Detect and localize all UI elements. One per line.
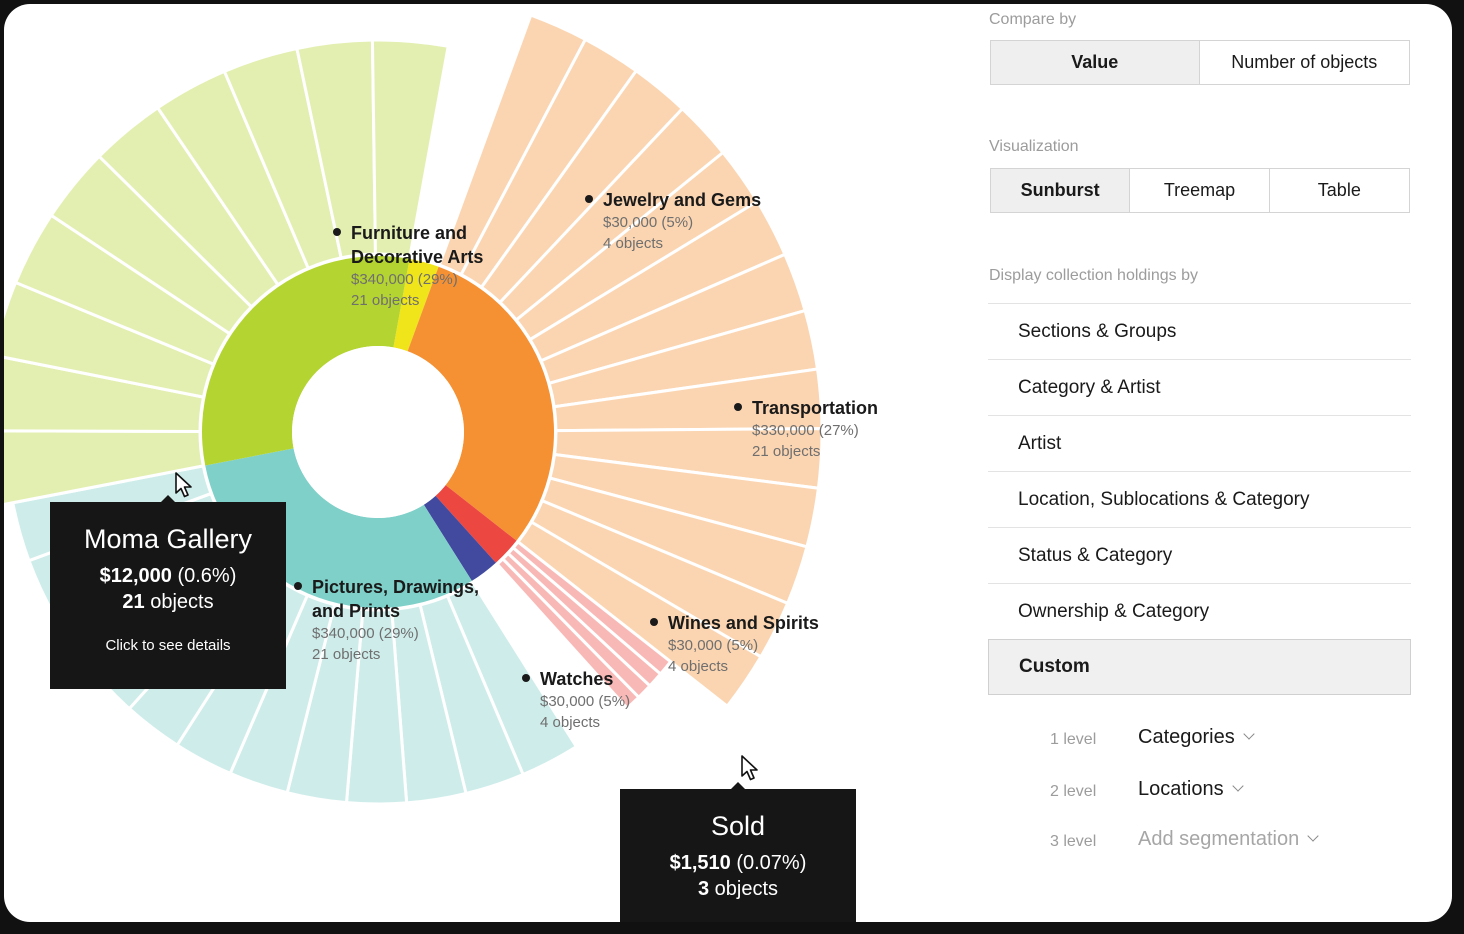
bullet-icon (522, 674, 530, 682)
level-select-categories[interactable]: Categories (1138, 726, 1255, 749)
segment-count: 21 objects (752, 443, 821, 460)
segment-name: Furniture and Decorative Arts (351, 223, 484, 267)
tooltip-value-amount: $1,510 (669, 852, 731, 874)
chevron-down-icon (1307, 830, 1319, 842)
tooltip-count: 3 objects (620, 876, 856, 902)
segment-count: 4 objects (668, 658, 729, 675)
holdings-ownership-category[interactable]: Ownership & Category (988, 583, 1411, 639)
tooltip-moma-gallery[interactable]: Moma Gallery $12,000 (0.6%) 21 objects C… (50, 495, 286, 689)
tooltip-count-unit: objects (144, 591, 214, 613)
bullet-icon (333, 228, 341, 236)
segment-label-pictures: Pictures, Drawings, and Prints $340,000 … (294, 575, 480, 665)
viz-sunburst-button[interactable]: Sunburst (991, 169, 1131, 212)
tooltip-title: Sold (710, 811, 766, 841)
level-value: Add segmentation (1138, 828, 1300, 850)
viz-table-button[interactable]: Table (1317, 180, 1361, 200)
segment-count: 4 objects (603, 235, 664, 252)
tooltip-count: 21 objects (50, 589, 286, 615)
center-hole (292, 346, 464, 518)
compare-value-button[interactable]: Value (991, 41, 1200, 84)
segment-label-wines: Wines and Spirits $30,000 (5%) 4 objects (650, 611, 819, 677)
compare-objects-button[interactable]: Number of objects (1231, 52, 1378, 72)
segment-name: Jewelry and Gems (603, 190, 762, 210)
segment-name: Transportation (752, 398, 879, 418)
tooltip-count-number: 21 (122, 591, 145, 613)
sunburst-chart[interactable] (4, 4, 964, 922)
segment-label-transportation: Transportation $330,000 (27%) 21 objects (734, 396, 879, 462)
visualization-label: Visualization (989, 138, 1079, 155)
category-segment[interactable] (423, 495, 496, 581)
segment-value: $330,000 (27%) (752, 422, 859, 439)
segment-count: 21 objects (312, 646, 381, 663)
outer-ring-segment[interactable] (370, 38, 450, 259)
add-segmentation-select[interactable]: Add segmentation (1138, 828, 1319, 851)
holdings-list: Sections & Groups Category & Artist Arti… (988, 303, 1411, 695)
holdings-status-category[interactable]: Status & Category (988, 527, 1411, 583)
display-by-label: Display collection holdings by (989, 267, 1198, 284)
level-label: 3 level (1050, 833, 1097, 850)
level-row-1: 1 level Categories (988, 726, 1408, 756)
level-label: 2 level (1050, 783, 1097, 800)
level-value: Categories (1138, 726, 1235, 748)
level-value: Locations (1138, 778, 1224, 800)
segment-value: $30,000 (5%) (540, 693, 631, 710)
visualization-toggle: Sunburst Treemap Table (990, 168, 1410, 213)
level-select-locations[interactable]: Locations (1138, 778, 1244, 801)
segment-label-furniture: Furniture and Decorative Arts $340,000 (… (333, 221, 484, 311)
segment-value: $340,000 (29%) (351, 271, 458, 288)
segment-name: Wines and Spirits (668, 613, 819, 633)
tooltip-count-number: 3 (697, 878, 710, 900)
tooltip-value-amount: $12,000 (99, 565, 172, 587)
holdings-custom[interactable]: Custom (988, 639, 1411, 695)
segment-label-jewelry: Jewelry and Gems $30,000 (5%) 4 objects (585, 188, 762, 254)
tooltip-title: Moma Gallery (83, 524, 253, 554)
tooltip-value-percent: (0.07%) (730, 852, 807, 874)
tooltip-count-unit: objects (709, 878, 779, 900)
segment-name: Pictures, Drawings, and Prints (312, 577, 480, 621)
tooltip-value: $1,510 (0.07%) (620, 850, 856, 876)
level-row-2: 2 level Locations (988, 778, 1408, 808)
tooltip-value: $12,000 (0.6%) (50, 563, 286, 589)
segment-value: $30,000 (5%) (668, 637, 759, 654)
segment-name: Watches (540, 669, 614, 689)
mouse-cursor-icon (741, 755, 758, 781)
bullet-icon (585, 195, 593, 203)
compare-by-label: Compare by (989, 11, 1077, 28)
holdings-artist[interactable]: Artist (988, 415, 1411, 471)
holdings-location-category[interactable]: Location, Sublocations & Category (988, 471, 1411, 527)
outer-ring-segment[interactable] (495, 556, 641, 711)
category-segment[interactable] (407, 266, 554, 541)
app-frame: Jewelry and Gems $30,000 (5%) 4 objects … (4, 4, 1452, 922)
level-row-3: 3 level Add segmentation (988, 828, 1408, 858)
category-segment[interactable] (202, 255, 410, 466)
segment-label-watches: Watches $30,000 (5%) 4 objects (522, 667, 631, 733)
holdings-sections-groups[interactable]: Sections & Groups (988, 303, 1411, 359)
compare-by-toggle: Value Number of objects (990, 40, 1410, 85)
chevron-down-icon (1231, 780, 1244, 792)
segment-value: $30,000 (5%) (603, 214, 694, 231)
level-label: 1 level (1050, 731, 1097, 748)
tooltip-value-percent: (0.6%) (171, 565, 237, 587)
segment-value: $340,000 (29%) (312, 625, 419, 642)
category-segment[interactable] (393, 258, 439, 352)
holdings-category-artist[interactable]: Category & Artist (988, 359, 1411, 415)
segment-count: 4 objects (540, 714, 601, 731)
tooltip-hint[interactable]: Click to see details (105, 637, 231, 654)
bullet-icon (650, 618, 658, 626)
bullet-icon (294, 582, 302, 590)
mouse-cursor-icon (175, 472, 192, 498)
segment-count: 21 objects (351, 292, 420, 309)
bullet-icon (734, 403, 742, 411)
chevron-down-icon (1243, 728, 1255, 740)
viz-treemap-button[interactable]: Treemap (1130, 169, 1270, 212)
category-segment[interactable] (435, 485, 517, 563)
tooltip-sold[interactable]: Sold $1,510 (0.07%) 3 objects (620, 782, 856, 922)
